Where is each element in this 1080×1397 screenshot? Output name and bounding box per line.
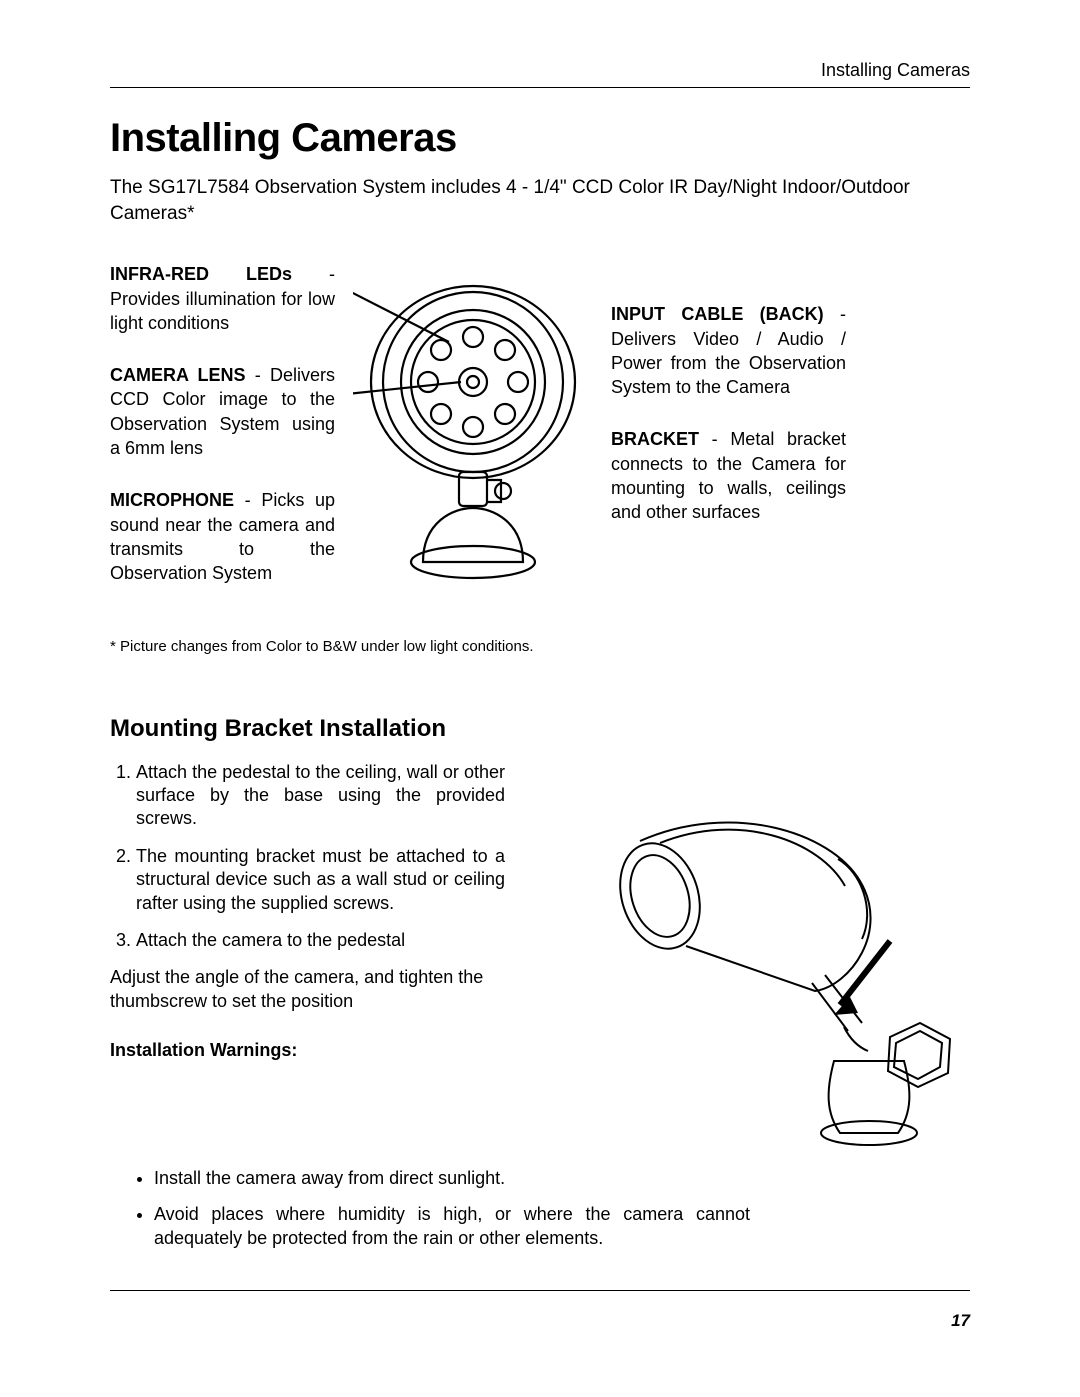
callout-ir-leds: INFRA-RED LEDs - Provides illumination f… bbox=[110, 262, 335, 335]
list-item: Attach the pedestal to the ceiling, wall… bbox=[136, 761, 505, 831]
running-header: Installing Cameras bbox=[110, 60, 970, 81]
camera-front-icon bbox=[353, 262, 593, 602]
callout-title: BRACKET bbox=[611, 429, 699, 449]
top-rule bbox=[110, 87, 970, 88]
page-title: Installing Cameras bbox=[110, 116, 970, 161]
callout-camera-lens: CAMERA LENS - Delivers CCD Color image t… bbox=[110, 363, 335, 460]
callout-title: CAMERA LENS bbox=[110, 365, 246, 385]
warnings-title: Installation Warnings: bbox=[110, 1039, 505, 1062]
callout-title: MICROPHONE bbox=[110, 490, 234, 510]
callout-sep: - bbox=[234, 490, 261, 510]
mounting-steps-col: Attach the pedestal to the ceiling, wall… bbox=[110, 761, 505, 1081]
callout-title: INFRA-RED LEDs bbox=[110, 264, 292, 284]
page-root: Installing Cameras Installing Cameras Th… bbox=[0, 0, 1080, 1397]
mounting-steps: Attach the pedestal to the ceiling, wall… bbox=[110, 761, 505, 953]
callout-microphone: MICROPHONE - Picks up sound near the cam… bbox=[110, 488, 335, 585]
callout-bracket: BRACKET - Metal bracket connects to the … bbox=[611, 427, 846, 524]
callout-sep: - bbox=[699, 429, 730, 449]
callout-title: INPUT CABLE (BACK) bbox=[611, 304, 824, 324]
spacer bbox=[611, 262, 846, 302]
callout-body: Delivers Video / Audio / Power from the … bbox=[611, 329, 846, 398]
list-item: Avoid places where humidity is high, or … bbox=[154, 1202, 750, 1251]
list-item: Attach the camera to the pedestal bbox=[136, 929, 505, 952]
list-item: The mounting bracket must be attached to… bbox=[136, 845, 505, 915]
section-mounting-title: Mounting Bracket Installation bbox=[110, 715, 970, 743]
footnote: * Picture changes from Color to B&W unde… bbox=[110, 638, 970, 655]
callout-sep: - bbox=[824, 304, 846, 324]
mounting-figure bbox=[529, 761, 970, 1166]
callout-body: Provides illumination for low light cond… bbox=[110, 289, 335, 333]
page-number: 17 bbox=[110, 1311, 970, 1331]
left-callouts: INFRA-RED LEDs - Provides illumination f… bbox=[110, 262, 335, 613]
camera-side-icon bbox=[590, 761, 970, 1161]
warnings-list: Install the camera away from direct sunl… bbox=[110, 1166, 750, 1251]
camera-front-diagram bbox=[353, 262, 593, 602]
list-item: Install the camera away from direct sunl… bbox=[154, 1166, 750, 1190]
callout-sep: - bbox=[292, 264, 335, 284]
camera-diagram-row: INFRA-RED LEDs - Provides illumination f… bbox=[110, 262, 970, 613]
bottom-rule bbox=[110, 1290, 970, 1291]
right-callouts: INPUT CABLE (BACK) - Delivers Video / Au… bbox=[611, 262, 846, 552]
mounting-row: Attach the pedestal to the ceiling, wall… bbox=[110, 761, 970, 1166]
callout-sep: - bbox=[246, 365, 270, 385]
intro-paragraph: The SG17L7584 Observation System include… bbox=[110, 175, 970, 226]
callout-input-cable: INPUT CABLE (BACK) - Delivers Video / Au… bbox=[611, 302, 846, 399]
adjust-note: Adjust the angle of the camera, and tigh… bbox=[110, 966, 505, 1013]
